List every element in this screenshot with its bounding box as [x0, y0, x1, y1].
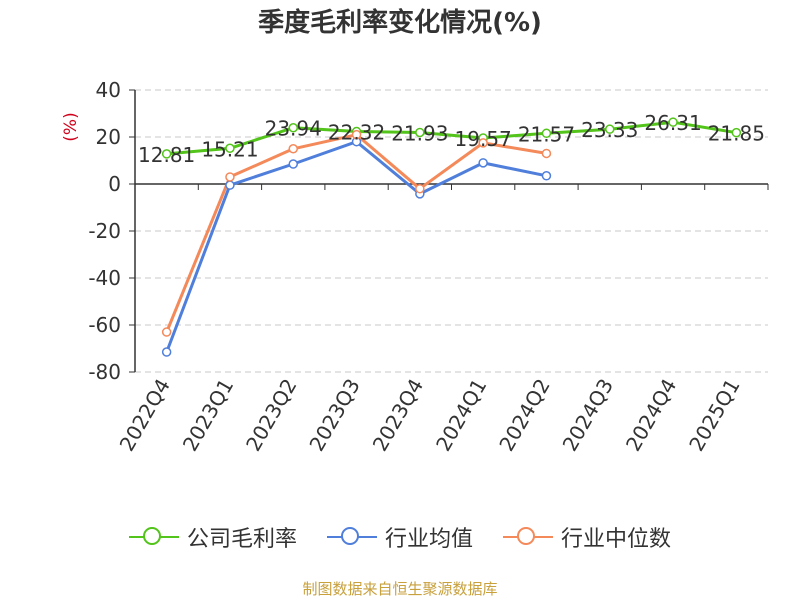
legend-marker-icon — [128, 525, 179, 549]
legend-marker-icon — [326, 525, 377, 549]
data-point — [225, 143, 235, 154]
data-label: 22.32 — [328, 121, 385, 145]
chart-title: 季度毛利率变化情况(%) — [258, 8, 542, 38]
data-point — [288, 159, 298, 169]
data-label: 23.94 — [265, 117, 322, 141]
data-point — [288, 122, 298, 133]
x-tick-label: 2025Q1 — [684, 375, 744, 456]
legend-marker-icon — [503, 525, 553, 549]
data-point — [415, 183, 425, 194]
grid-layer — [135, 89, 768, 373]
data-point — [161, 327, 172, 337]
x-tick-label: 2023Q4 — [368, 375, 428, 456]
x-tick-label: 2024Q1 — [431, 375, 491, 456]
data-label: 26.31 — [644, 111, 701, 135]
y-tick-label: -40 — [88, 266, 121, 290]
y-tick-label: 20 — [96, 125, 121, 149]
data-point — [541, 171, 552, 181]
data-point — [161, 347, 172, 357]
y-tick-label: -80 — [88, 360, 121, 384]
data-point — [225, 180, 235, 190]
y-tick-label: 40 — [96, 78, 121, 102]
data-point — [541, 148, 552, 159]
x-tick-label: 2023Q2 — [241, 375, 301, 456]
data-point — [605, 124, 615, 134]
data-label: 21.57 — [518, 122, 575, 146]
data-point — [541, 128, 552, 139]
x-tick-label: 2024Q4 — [621, 375, 681, 456]
data-point — [668, 117, 678, 127]
data-label: 21.93 — [391, 121, 448, 145]
legend-label: 行业均值 — [384, 527, 473, 552]
data-label: 15.21 — [201, 137, 258, 161]
y-tick-label: 0 — [108, 172, 121, 196]
x-tick-label: 2024Q2 — [494, 375, 554, 456]
legend-item-industry-mean[interactable]: 行业均值 — [326, 521, 473, 553]
data-label: 19.57 — [455, 127, 512, 151]
series-line-0 — [166, 120, 737, 156]
legend-label: 公司毛利率 — [186, 527, 297, 552]
data-label: 23.33 — [581, 118, 638, 142]
legend-label: 行业中位数 — [561, 527, 672, 552]
series-layer — [161, 117, 742, 357]
data-point — [225, 172, 235, 182]
source-note: 制图数据来自恒生聚源数据库 — [302, 580, 498, 598]
data-label-layer: 12.81 15.21 23.94 22.32 21.93 19.57 21.57 23.33… — [138, 111, 765, 167]
data-label: 12.81 — [138, 143, 195, 167]
data-point — [351, 129, 362, 140]
legend: 公司毛利率 行业均值 行业中位数 — [0, 520, 800, 554]
data-point — [415, 127, 425, 138]
legend-item-company-margin[interactable]: 公司毛利率 — [128, 521, 297, 553]
data-point — [731, 127, 742, 138]
data-point — [161, 149, 172, 159]
data-point — [478, 158, 488, 168]
y-tick-label: -60 — [88, 313, 121, 337]
y-axis-label: (%) — [61, 112, 81, 141]
x-tick-label: 2022Q4 — [115, 375, 175, 456]
series-line-1 — [165, 140, 547, 353]
x-tick-label: 2024Q3 — [558, 375, 618, 456]
legend-item-industry-median[interactable]: 行业中位数 — [503, 521, 671, 553]
x-tick-label: 2023Q3 — [304, 375, 364, 456]
y-tick-label: -20 — [88, 219, 121, 243]
x-tick-label: 2023Q1 — [178, 375, 238, 456]
data-point — [478, 138, 488, 148]
data-point — [288, 144, 298, 154]
data-label: 21.85 — [708, 122, 765, 146]
